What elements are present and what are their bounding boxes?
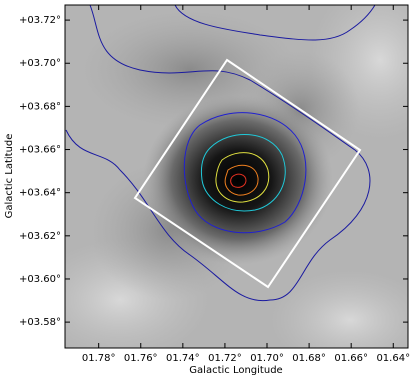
x-tick-label: 01.76° — [124, 353, 158, 364]
y-tick-label: +03.58° — [19, 317, 61, 328]
x-tick-label: 01.72° — [208, 353, 242, 364]
x-tick-label: 01.66° — [334, 353, 368, 364]
y-tick-label: +03.64° — [19, 188, 61, 199]
x-tick-label: 01.68° — [292, 353, 326, 364]
y-tick-label: +03.70° — [19, 58, 61, 69]
y-tick-label: +03.60° — [19, 274, 61, 285]
x-tick-label: 01.64° — [376, 353, 410, 364]
y-tick-label: +03.66° — [19, 145, 61, 156]
y-tick-label: +03.72° — [19, 15, 61, 26]
x-axis-label: Galactic Longitude — [189, 365, 282, 376]
plot-frame — [64, 4, 409, 349]
x-tick-label: 01.70° — [250, 353, 284, 364]
y-tick-label: +03.68° — [19, 101, 61, 112]
sky-image — [65, 5, 408, 348]
y-axis-label: Galactic Latitude — [4, 134, 15, 219]
y-tick-label: +03.62° — [19, 231, 61, 242]
x-tick-label: 01.78° — [82, 353, 116, 364]
x-tick-label: 01.74° — [166, 353, 200, 364]
